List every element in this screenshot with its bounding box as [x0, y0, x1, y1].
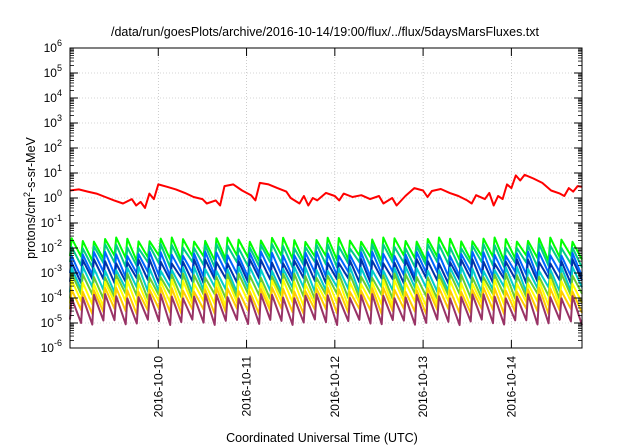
- y-tick-label: 10-1: [41, 213, 62, 230]
- x-axis: 2016-10-10 2016-10-11 2016-10-12 2016-10-13…: [151, 48, 518, 417]
- y-axis-label-rest: -s-sr-MeV: [24, 136, 38, 192]
- y-tick-exponent: -3: [54, 263, 62, 273]
- y-tick-label: 10-6: [41, 338, 62, 355]
- y-tick-exponent: 4: [57, 88, 62, 98]
- y-tick-base: 10: [44, 166, 58, 180]
- y-tick-base: 10: [44, 116, 58, 130]
- y-tick-label: 10-5: [41, 313, 62, 330]
- y-tick-base: 10: [41, 216, 55, 230]
- y-tick-label: 100: [44, 188, 62, 205]
- x-tick-label: 2016-10-13: [416, 356, 430, 418]
- y-tick-label: 10-3: [41, 263, 62, 280]
- y-tick-exponent: -1: [54, 213, 62, 223]
- chart-title: /data/run/goesPlots/archive/2016-10-14/1…: [111, 25, 540, 39]
- y-tick-exponent: 3: [57, 113, 62, 123]
- y-tick-label: 103: [44, 113, 62, 130]
- x-tick-label: 2016-10-12: [328, 356, 342, 418]
- y-tick-label: 10-4: [41, 288, 62, 305]
- y-tick-base: 10: [41, 341, 55, 355]
- y-tick-base: 10: [41, 291, 55, 305]
- y-axis-label-sup: 2: [22, 192, 32, 197]
- y-tick-label: 102: [44, 138, 62, 155]
- series-line: [69, 293, 583, 327]
- y-axis-label: protons/cm2-s-sr-MeV: [22, 136, 38, 258]
- y-tick-base: 10: [41, 316, 55, 330]
- y-tick-base: 10: [44, 66, 58, 80]
- y-tick-base: 10: [41, 241, 55, 255]
- y-axis-label-unit: protons/cm: [24, 197, 38, 259]
- y-tick-base: 10: [44, 191, 58, 205]
- y-tick-label: 101: [44, 163, 62, 180]
- x-tick-label: 2016-10-11: [240, 356, 254, 417]
- series-group: [69, 173, 583, 327]
- y-tick-exponent: 0: [57, 188, 62, 198]
- y-tick-exponent: 6: [57, 38, 62, 48]
- y-tick-exponent: -2: [54, 238, 62, 248]
- series-line: [69, 173, 583, 209]
- y-tick-exponent: 5: [57, 63, 62, 73]
- y-tick-base: 10: [44, 141, 58, 155]
- y-tick-base: 10: [41, 266, 55, 280]
- y-tick-exponent: 1: [57, 163, 62, 173]
- y-tick-exponent: -4: [54, 288, 62, 298]
- x-tick-label: 2016-10-14: [504, 356, 518, 418]
- y-tick-label: 105: [44, 63, 62, 80]
- y-tick-base: 10: [44, 91, 58, 105]
- y-tick-label: 104: [44, 88, 62, 105]
- y-tick-exponent: -6: [54, 338, 62, 348]
- y-tick-base: 10: [44, 41, 58, 55]
- y-tick-exponent: 2: [57, 138, 62, 148]
- x-tick-label: 2016-10-10: [151, 356, 165, 418]
- x-axis-label: Coordinated Universal Time (UTC): [226, 431, 418, 445]
- y-tick-label: 10-2: [41, 238, 62, 255]
- y-tick-exponent: -5: [54, 313, 62, 323]
- y-axis: 10610510410310210110010-110-210-310-410-…: [41, 38, 582, 355]
- y-tick-label: 106: [44, 38, 62, 55]
